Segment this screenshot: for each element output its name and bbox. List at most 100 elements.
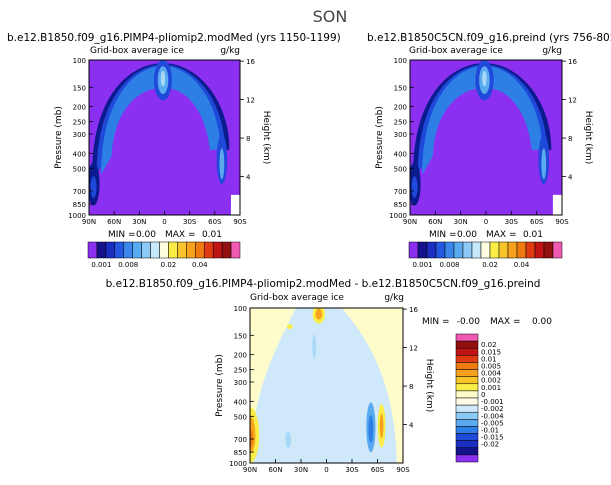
colorbar-box	[186, 241, 196, 259]
panel-pimp4: b.e12.B1850.f09_g16.PIMP4-pliomip2.modMe…	[7, 32, 341, 240]
y-tick-label: 150	[394, 84, 407, 92]
colorbar-box	[525, 241, 536, 259]
y-tick-label: 100	[73, 57, 86, 65]
colorbar-label: -0.005	[481, 419, 504, 427]
colorbar-box	[455, 433, 479, 441]
x-tick-label: 0	[324, 466, 328, 474]
colorbar-label: 0	[481, 391, 485, 399]
colorbar-label: 0.001	[91, 261, 111, 269]
x-tick-label: 0	[162, 218, 166, 226]
missing-data-mask	[552, 194, 562, 215]
height-tick-label: 8	[568, 135, 572, 143]
colorbar-box	[455, 440, 479, 449]
stat-max-label: MAX =	[490, 317, 521, 327]
x-tick-label: 30N	[294, 466, 308, 474]
colorbar-label: 0.001	[481, 384, 501, 392]
stat-min-value: -0.00	[457, 317, 481, 327]
stat-max-value: 0.01	[202, 230, 222, 240]
right-axis-label: Height (km)	[583, 111, 593, 165]
y-tick-label: 1000	[229, 460, 247, 468]
colorbar-box	[455, 340, 479, 349]
colorbar-box	[480, 241, 491, 259]
colorbar-label: 0.02	[481, 341, 497, 349]
unit-label: g/kg	[220, 46, 240, 56]
y-tick-label: 500	[394, 165, 407, 173]
southern-lobe-inner	[541, 148, 547, 180]
colorbar-box	[455, 390, 479, 399]
unit-label: g/kg	[542, 46, 562, 56]
colorbar-label: 0.04	[192, 261, 208, 269]
height-tick-label: 12	[246, 97, 255, 105]
stat-min-value: 0.00	[457, 230, 477, 240]
y-tick-label: 400	[234, 398, 247, 406]
right-axis-label: Height (km)	[261, 111, 271, 165]
y-tick-label: 200	[73, 104, 86, 112]
y-tick-label: 850	[73, 201, 86, 209]
stat-max-label: MAX =	[165, 230, 196, 240]
tropical-core-peak	[482, 70, 487, 87]
y-tick-label: 700	[234, 436, 247, 444]
y-tick-label: 150	[234, 332, 247, 340]
colorbar-box	[114, 241, 125, 259]
colorbar-label: -0.004	[481, 412, 504, 420]
southern-lobe-inner	[219, 148, 225, 180]
colorbar-box	[534, 241, 545, 259]
stat-min-value: 0.00	[136, 230, 156, 240]
colorbar-label: -0.02	[481, 441, 499, 449]
y-tick-label: 500	[234, 413, 247, 421]
colorbar-label: -0.002	[481, 405, 504, 413]
x-tick-label: 60N	[268, 466, 282, 474]
colorbar-box	[96, 241, 107, 259]
axes: 100 150 200 250 300 400 500 700 850 1000 16 12 8 4 90N…	[375, 57, 593, 226]
right-axis-label: Height (km)	[424, 359, 434, 413]
x-tick-label: 30S	[345, 466, 359, 474]
colorbar-box	[132, 241, 142, 259]
colorbar-box	[408, 241, 419, 259]
colorbar-box	[455, 347, 479, 356]
colorbar-box	[221, 241, 232, 259]
colorbar-box	[123, 241, 133, 259]
y-tick-label: 200	[394, 104, 407, 112]
colorbar-box	[453, 241, 464, 259]
colorbar-box	[150, 241, 160, 259]
tropical-positive-inner	[315, 308, 323, 320]
y-tick-label: 400	[73, 150, 86, 158]
missing-data-mask	[230, 194, 240, 215]
colorbar-label: 0.015	[481, 348, 501, 356]
positive-region-south	[341, 308, 403, 463]
y-tick-label: 250	[73, 119, 86, 127]
y-tick-label: 850	[234, 449, 247, 457]
north-negative-patch	[285, 432, 292, 448]
stat-min-label: MIN =	[422, 317, 450, 327]
colorbar-box	[455, 411, 479, 420]
northern-lobe-inner	[411, 176, 418, 198]
colorbar-box	[230, 241, 241, 259]
x-tick-label: 30N	[132, 218, 146, 226]
x-tick-label: 30S	[505, 218, 519, 226]
y-tick-label: 100	[234, 305, 247, 313]
colorbar-label: 0.005	[481, 363, 501, 371]
y-tick-label: 400	[394, 150, 407, 158]
x-tick-label: 60S	[530, 218, 544, 226]
height-tick-label: 16	[246, 58, 255, 66]
colorbar-box	[455, 454, 479, 463]
small-positive-patch	[286, 324, 293, 329]
colorbar-label: 0.02	[161, 261, 177, 269]
colorbar-label: 0.01	[481, 355, 497, 363]
y-tick-label: 300	[234, 379, 247, 387]
height-tick-label: 16	[568, 58, 577, 66]
stat-min-label: MIN =	[429, 230, 457, 240]
colorbar-box	[543, 241, 554, 259]
contour-plot	[410, 60, 562, 215]
y-tick-label: 150	[73, 84, 86, 92]
colorbar-box	[462, 241, 473, 259]
x-tick-label: 30S	[183, 218, 197, 226]
plot-contents	[410, 60, 562, 215]
colorbar-label: 0.008	[439, 261, 459, 269]
colorbar-box	[455, 369, 479, 377]
height-tick-label: 12	[409, 345, 418, 353]
y-tick-label: 500	[73, 165, 86, 173]
panel-title: b.e12.B1850.f09_g16.PIMP4-pliomip2.modMe…	[7, 32, 341, 44]
colorbar-box	[195, 241, 205, 259]
colorbar-box	[168, 241, 178, 259]
